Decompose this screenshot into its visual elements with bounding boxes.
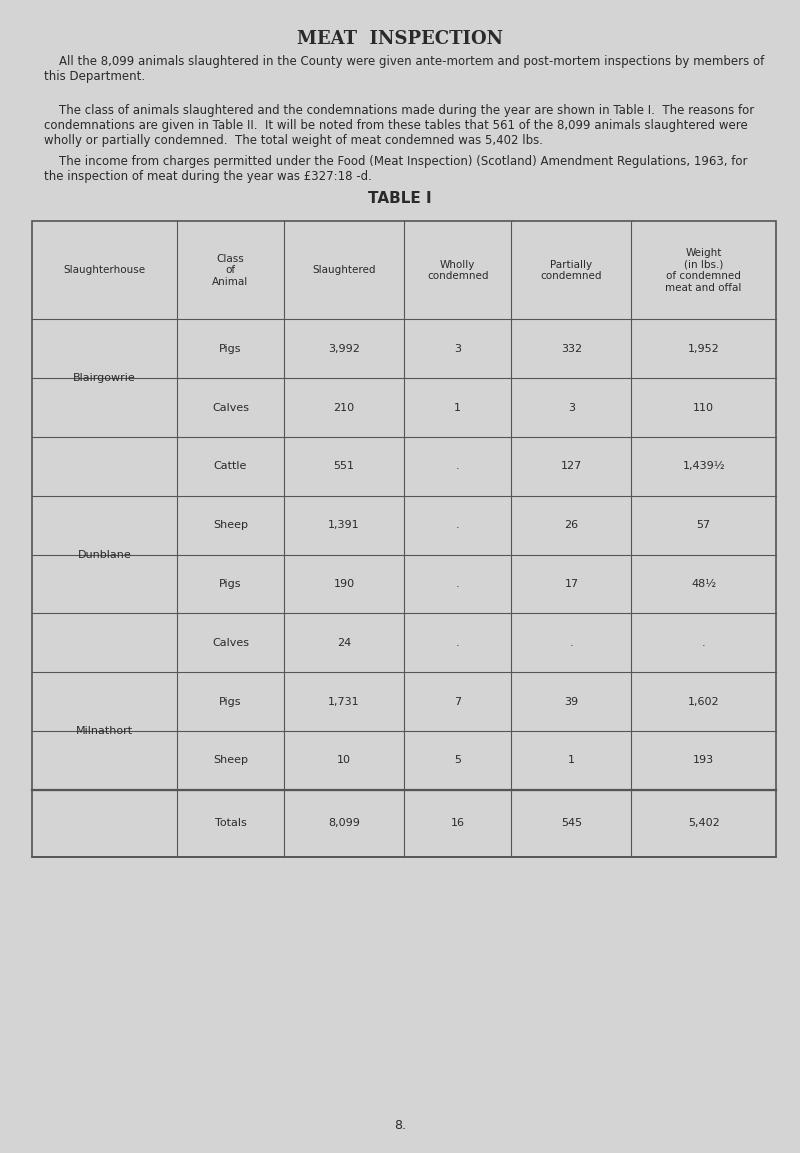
- Text: MEAT  INSPECTION: MEAT INSPECTION: [297, 30, 503, 48]
- Text: 1,952: 1,952: [688, 344, 719, 354]
- Text: 3: 3: [454, 344, 462, 354]
- Text: 110: 110: [693, 402, 714, 413]
- Text: Weight
(in lbs.)
of condemned
meat and offal: Weight (in lbs.) of condemned meat and o…: [666, 248, 742, 293]
- Text: 17: 17: [564, 579, 578, 589]
- Text: 8.: 8.: [394, 1120, 406, 1132]
- Text: 1,602: 1,602: [688, 696, 719, 707]
- Text: 1,731: 1,731: [328, 696, 360, 707]
- Text: 551: 551: [334, 461, 354, 472]
- Text: 26: 26: [564, 520, 578, 530]
- Text: Wholly
condemned: Wholly condemned: [427, 259, 489, 281]
- Text: 3: 3: [568, 402, 575, 413]
- Text: 5,402: 5,402: [688, 819, 719, 828]
- Text: Slaughtered: Slaughtered: [312, 265, 376, 276]
- Text: Milnathort: Milnathort: [76, 726, 133, 736]
- Text: 127: 127: [561, 461, 582, 472]
- Text: 193: 193: [693, 755, 714, 766]
- Text: Blairgowrie: Blairgowrie: [73, 374, 136, 383]
- Text: Pigs: Pigs: [219, 344, 242, 354]
- Text: Partially
condemned: Partially condemned: [541, 259, 602, 281]
- Text: Class
of
Animal: Class of Animal: [212, 254, 249, 287]
- Text: Sheep: Sheep: [213, 755, 248, 766]
- Text: 57: 57: [697, 520, 710, 530]
- Text: .: .: [456, 461, 459, 472]
- Text: 8,099: 8,099: [328, 819, 360, 828]
- Text: Dunblane: Dunblane: [78, 550, 131, 559]
- Text: All the 8,099 animals slaughtered in the County were given ante-mortem and post-: All the 8,099 animals slaughtered in the…: [44, 55, 764, 83]
- Text: 210: 210: [334, 402, 354, 413]
- Text: The income from charges permitted under the Food (Meat Inspection) (Scotland) Am: The income from charges permitted under …: [44, 155, 747, 182]
- Text: The class of animals slaughtered and the condemnations made during the year are : The class of animals slaughtered and the…: [44, 104, 754, 146]
- Text: 1: 1: [454, 402, 462, 413]
- Text: 48½: 48½: [691, 579, 716, 589]
- Text: 3,992: 3,992: [328, 344, 360, 354]
- Text: Sheep: Sheep: [213, 520, 248, 530]
- Text: 332: 332: [561, 344, 582, 354]
- Text: 10: 10: [337, 755, 351, 766]
- Text: .: .: [456, 579, 459, 589]
- Text: 190: 190: [334, 579, 354, 589]
- Text: Cattle: Cattle: [214, 461, 247, 472]
- Text: 5: 5: [454, 755, 462, 766]
- Text: 1: 1: [568, 755, 575, 766]
- Text: .: .: [702, 638, 706, 648]
- Text: Pigs: Pigs: [219, 579, 242, 589]
- Text: TABLE I: TABLE I: [368, 191, 432, 206]
- Text: .: .: [570, 638, 574, 648]
- Text: 39: 39: [564, 696, 578, 707]
- Text: 16: 16: [450, 819, 465, 828]
- Text: Calves: Calves: [212, 402, 249, 413]
- Text: .: .: [456, 520, 459, 530]
- Text: 24: 24: [337, 638, 351, 648]
- Text: Pigs: Pigs: [219, 696, 242, 707]
- Text: .: .: [456, 638, 459, 648]
- Text: Calves: Calves: [212, 638, 249, 648]
- Text: 1,391: 1,391: [328, 520, 360, 530]
- Text: Totals: Totals: [214, 819, 246, 828]
- Text: 545: 545: [561, 819, 582, 828]
- Text: 1,439½: 1,439½: [682, 461, 725, 472]
- Text: Slaughterhouse: Slaughterhouse: [63, 265, 146, 276]
- Text: 7: 7: [454, 696, 462, 707]
